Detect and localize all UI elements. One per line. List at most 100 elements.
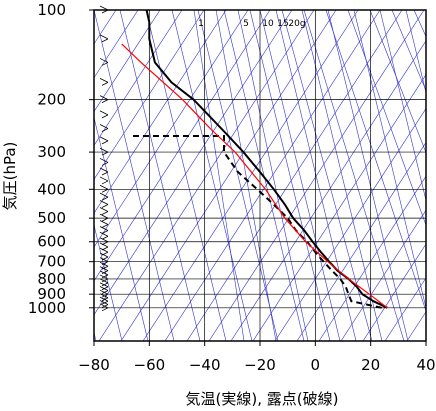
isotherm-line	[94, 10, 183, 147]
isotherm-line	[429, 10, 436, 341]
wind-barb	[99, 252, 109, 261]
mixing-ratio-label: 1	[198, 19, 204, 29]
wind-barb	[99, 237, 109, 246]
mixing-ratio-line	[193, 10, 245, 341]
wind-barb	[99, 200, 109, 208]
adiabat-line	[327, 10, 409, 341]
wind-barb	[99, 167, 109, 176]
series-line-2	[121, 43, 388, 309]
wind-barbs	[99, 5, 109, 312]
isotherm-line	[120, 10, 337, 341]
isotherm-line	[94, 10, 139, 79]
wind-barb	[99, 242, 109, 251]
isotherm-line	[274, 107, 426, 341]
mixing-ratio-line	[303, 10, 405, 341]
isotherm-line	[384, 277, 426, 341]
adiabat-line	[119, 10, 201, 341]
wind-barb	[99, 207, 109, 215]
adiabat-line	[94, 116, 149, 341]
y-tick-label: 900	[37, 285, 66, 303]
y-tick-label: 400	[37, 180, 66, 198]
wind-barb	[99, 226, 109, 234]
y-tick-label: 500	[37, 209, 66, 227]
wind-barb	[99, 220, 109, 228]
wind-barb	[99, 274, 109, 283]
series-line-0	[145, 10, 388, 309]
y-tick-label: 800	[37, 270, 66, 288]
adiabat-line	[171, 10, 253, 341]
mixing-ratio-line	[325, 10, 426, 312]
mixing-ratio-labels: 1 5 10 15 20g	[198, 19, 305, 29]
isotherm-line	[94, 10, 227, 214]
wind-barb	[99, 158, 109, 166]
x-tick-label: 40	[416, 356, 435, 374]
isotherm-line	[340, 209, 426, 341]
adiabat-line	[275, 10, 357, 341]
isotherm-line	[252, 74, 426, 341]
isotherm-line	[142, 10, 359, 341]
isotherm-line	[406, 311, 426, 341]
isotherm-line	[362, 243, 426, 341]
isotherm-line	[208, 10, 425, 341]
wind-barb	[99, 192, 109, 201]
mixing-ratio-line	[259, 10, 341, 341]
x-tick-label: −40	[189, 356, 221, 374]
wind-barb	[99, 231, 109, 240]
mixing-ratio-label: 15	[277, 19, 288, 29]
wind-barb	[99, 261, 109, 270]
wind-barb	[99, 257, 109, 266]
wind-barb	[99, 78, 109, 86]
series-layer	[121, 10, 388, 309]
adiabat-line	[94, 10, 175, 341]
grid	[94, 10, 426, 341]
isotherm-line	[186, 10, 403, 341]
isotherm-line	[94, 10, 293, 316]
wind-barb	[99, 300, 109, 308]
x-tick-label: 20	[361, 356, 380, 374]
wind-barb	[99, 296, 109, 305]
isotherm-line	[98, 10, 315, 341]
wind-barb	[99, 247, 109, 256]
y-tick-label: 1000	[28, 299, 66, 317]
y-tick-label: 300	[37, 143, 66, 161]
mixing-ratio-label: 5	[243, 19, 249, 29]
mixing-ratio-line	[369, 10, 426, 154]
adiabat-line	[379, 10, 426, 202]
x-tick-label: −20	[244, 356, 276, 374]
wind-barb	[99, 136, 109, 145]
mixing-ratio-line	[215, 10, 277, 341]
mixing-ratio-label: 20g	[288, 19, 305, 29]
adiabat-line	[94, 223, 123, 341]
wind-barb	[99, 124, 109, 132]
adiabat-line	[145, 10, 227, 341]
adiabat-line	[405, 10, 426, 95]
x-tick-label: 0	[311, 356, 321, 374]
y-tick-label: 100	[37, 1, 66, 19]
mixing-ratio-line	[347, 10, 426, 227]
adiabat-line	[353, 10, 426, 310]
isotherm-line	[296, 141, 426, 341]
wind-barb	[99, 147, 109, 156]
adiabat-line	[249, 10, 331, 341]
y-tick-label: 700	[37, 253, 66, 271]
isotherm-line	[94, 10, 205, 180]
axes: −80 −60 −40 −20 0 20 40 100 200 300 400 500 600 70080…	[28, 1, 436, 374]
y-axis-title: 気圧(hPa)	[1, 142, 19, 211]
y-tick-label: 200	[37, 91, 66, 109]
mixing-ratio-line	[281, 10, 373, 341]
series-line-1	[130, 135, 382, 309]
y-tick-label: 600	[37, 233, 66, 251]
adiabat-line	[432, 10, 436, 341]
wind-barb	[99, 95, 109, 104]
isotherm-line	[94, 10, 249, 248]
mixing-ratio-line	[237, 10, 309, 341]
wind-barb	[99, 110, 109, 119]
x-axis-title: 気温(実線), 露点(破線)	[186, 390, 339, 408]
wind-barb	[99, 184, 109, 193]
isotherm-line	[230, 40, 426, 341]
wind-barb	[99, 303, 109, 312]
wind-barb	[99, 34, 109, 43]
wind-barb	[99, 176, 109, 185]
mixing-ratio-label: 10	[262, 19, 274, 29]
